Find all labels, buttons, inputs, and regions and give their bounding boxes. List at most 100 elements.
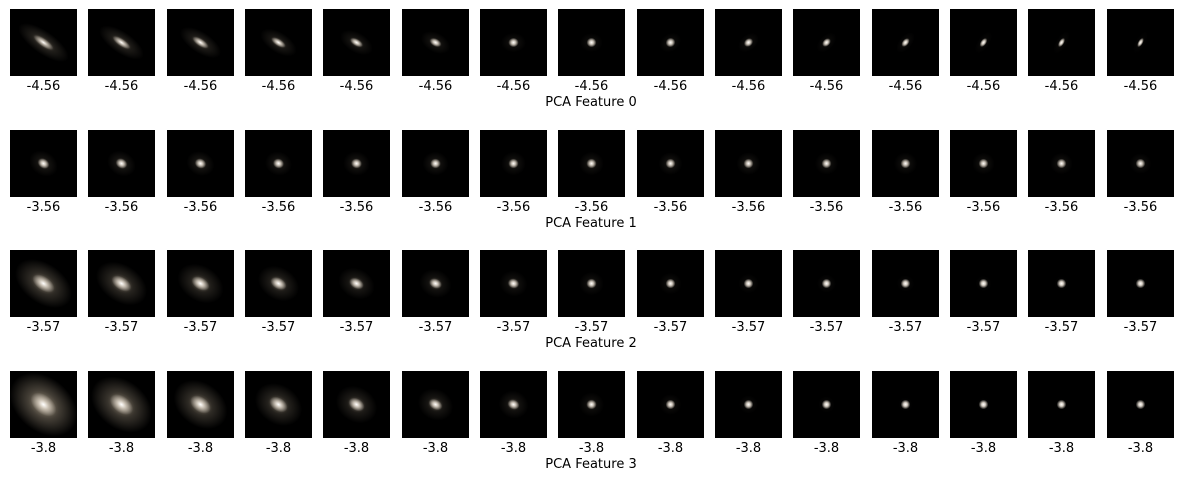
galaxy-thumbnail: [167, 250, 234, 317]
galaxy-thumbnail: [1107, 250, 1174, 317]
galaxy-thumbnail: [480, 9, 547, 76]
galaxy-thumbnail: [245, 250, 312, 317]
galaxy-thumbnail: [872, 371, 939, 438]
galaxy-thumbnail: [1028, 130, 1095, 197]
galaxy-thumbnail: [323, 130, 390, 197]
feature-value-label: -3.57: [26, 320, 61, 335]
feature-value-label: -3.57: [653, 320, 688, 335]
galaxy-thumbnail: [10, 371, 77, 438]
galaxy-thumbnail: [245, 9, 312, 76]
feature-value-label: -3.57: [183, 320, 218, 335]
feature-value-label: -3.56: [966, 200, 1001, 215]
feature-value-label: -3.8: [500, 441, 527, 456]
feature-value-label: -3.57: [261, 320, 296, 335]
feature-value-label: -3.8: [813, 441, 840, 456]
feature-value-label: -4.56: [26, 79, 61, 94]
feature-value-label: -3.56: [1123, 200, 1158, 215]
feature-value-label: -3.57: [966, 320, 1001, 335]
galaxy-thumbnail: [323, 250, 390, 317]
galaxy-thumbnail: [872, 250, 939, 317]
galaxy-thumbnail: [950, 130, 1017, 197]
galaxy-thumbnail: [793, 250, 860, 317]
galaxy-thumbnail: [10, 9, 77, 76]
feature-value-label: -4.56: [1123, 79, 1158, 94]
feature-value-label: -3.56: [261, 200, 296, 215]
feature-value-label: -4.56: [888, 79, 923, 94]
galaxy-thumbnail: [637, 9, 704, 76]
feature-value-label: -3.57: [1044, 320, 1079, 335]
feature-value-label: -4.56: [183, 79, 218, 94]
feature-value-label: -3.8: [422, 441, 449, 456]
galaxy-thumbnail: [167, 130, 234, 197]
feature-value-label: -3.8: [735, 441, 762, 456]
galaxy-thumbnail: [88, 130, 155, 197]
galaxy-thumbnail: [88, 371, 155, 438]
feature-value-label: -4.56: [339, 79, 374, 94]
galaxy-thumbnail: [10, 250, 77, 317]
feature-value-label: -3.56: [418, 200, 453, 215]
feature-row-2: -3.57 -3.57 -3.57 -3.57 -3.57 -3.57 -3.57 -3.57…: [0, 250, 1182, 370]
galaxy-thumbnail: [1028, 9, 1095, 76]
galaxy-thumbnail: [950, 250, 1017, 317]
galaxy-thumbnail: [480, 130, 547, 197]
feature-value-label: -3.57: [1123, 320, 1158, 335]
galaxy-thumbnail: [637, 250, 704, 317]
feature-value-label: -3.8: [343, 441, 370, 456]
galaxy-thumbnail: [793, 130, 860, 197]
feature-value-label: -4.56: [418, 79, 453, 94]
feature-row-1: -3.56 -3.56 -3.56 -3.56 -3.56 -3.56 -3.56 -3.56…: [0, 130, 1182, 250]
galaxy-thumbnail: [1028, 250, 1095, 317]
feature-value-label: -3.8: [30, 441, 57, 456]
feature-value-label: -4.56: [653, 79, 688, 94]
feature-value-label: -3.8: [187, 441, 214, 456]
feature-row-0: -4.56 -4.56 -4.56 -4.56 -4.56 -4.56 -4.56 -4.56…: [0, 9, 1182, 129]
galaxy-thumbnail: [793, 9, 860, 76]
galaxy-thumbnail: [872, 130, 939, 197]
galaxy-thumbnail: [245, 371, 312, 438]
galaxy-thumbnail: [558, 371, 625, 438]
feature-value-label: -3.56: [888, 200, 923, 215]
galaxy-thumbnail: [637, 371, 704, 438]
feature-value-label: -4.56: [104, 79, 139, 94]
feature-value-label: -3.56: [496, 200, 531, 215]
feature-value-label: -3.57: [339, 320, 374, 335]
feature-value-label: -4.56: [1044, 79, 1079, 94]
galaxy-thumbnail: [793, 371, 860, 438]
feature-value-label: -3.56: [339, 200, 374, 215]
feature-value-label: -3.57: [104, 320, 139, 335]
feature-value-label: -3.57: [731, 320, 766, 335]
feature-value-label: -3.8: [265, 441, 292, 456]
feature-title: PCA Feature 2: [545, 336, 637, 351]
galaxy-thumbnail: [480, 250, 547, 317]
galaxy-thumbnail: [402, 371, 469, 438]
galaxy-thumbnail: [88, 250, 155, 317]
galaxy-thumbnail: [950, 371, 1017, 438]
feature-row-3: -3.8 -3.8 -3.8 -3.8 -3.8 -3.8 -3.8 -3.8 -3.8 -3.8…: [0, 371, 1182, 491]
galaxy-thumbnail: [715, 130, 782, 197]
feature-title: PCA Feature 3: [545, 457, 637, 472]
galaxy-thumbnail: [1107, 9, 1174, 76]
feature-value-label: -3.56: [653, 200, 688, 215]
feature-value-label: -3.56: [809, 200, 844, 215]
galaxy-thumbnail: [88, 9, 155, 76]
feature-value-label: -3.8: [578, 441, 605, 456]
galaxy-thumbnail: [1107, 130, 1174, 197]
feature-value-label: -3.57: [888, 320, 923, 335]
galaxy-thumbnail: [715, 250, 782, 317]
feature-value-label: -3.56: [104, 200, 139, 215]
galaxy-thumbnail: [167, 9, 234, 76]
feature-value-label: -3.8: [892, 441, 919, 456]
galaxy-thumbnail: [402, 9, 469, 76]
feature-value-label: -3.8: [1127, 441, 1154, 456]
galaxy-thumbnail: [715, 9, 782, 76]
galaxy-thumbnail: [480, 371, 547, 438]
feature-value-label: -3.56: [574, 200, 609, 215]
feature-value-label: -3.56: [26, 200, 61, 215]
feature-title: PCA Feature 0: [545, 95, 637, 110]
galaxy-thumbnail: [558, 250, 625, 317]
feature-value-label: -3.8: [970, 441, 997, 456]
galaxy-thumbnail: [637, 130, 704, 197]
galaxy-thumbnail: [558, 130, 625, 197]
feature-value-label: -3.57: [496, 320, 531, 335]
feature-value-label: -4.56: [261, 79, 296, 94]
